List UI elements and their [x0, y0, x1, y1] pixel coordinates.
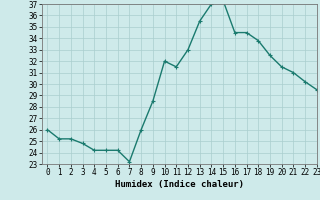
X-axis label: Humidex (Indice chaleur): Humidex (Indice chaleur): [115, 180, 244, 189]
